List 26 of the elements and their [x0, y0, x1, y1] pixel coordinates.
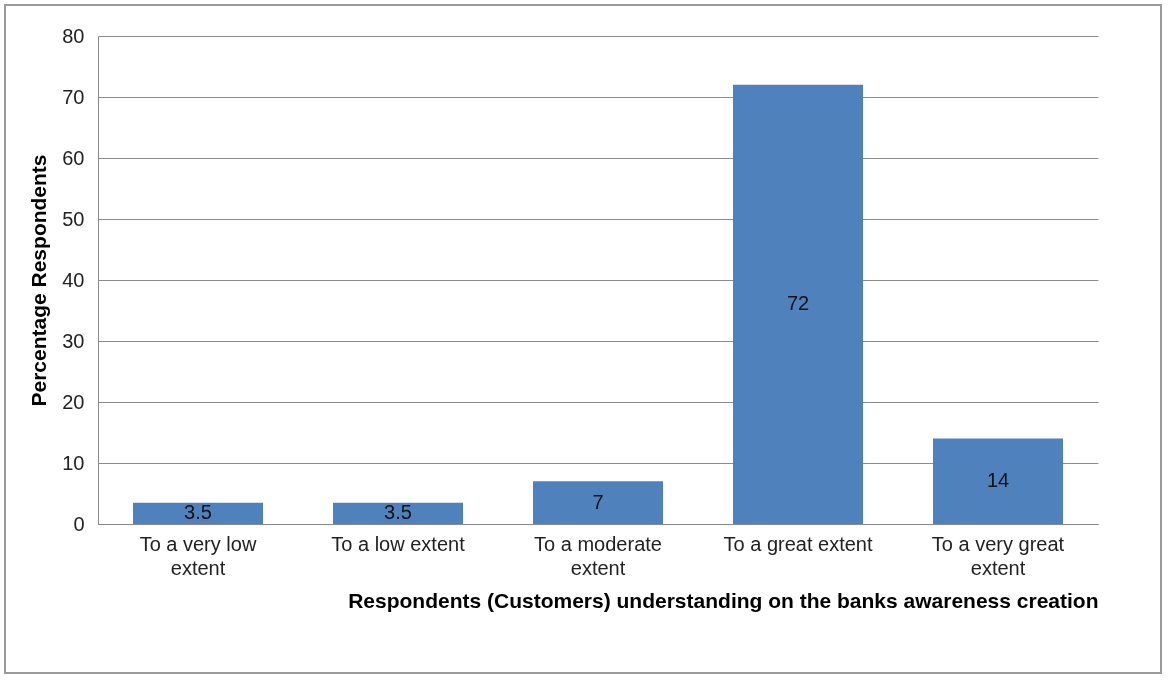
- y-tick-label: 80: [62, 24, 85, 47]
- x-tick-label: To a very low extent: [139, 532, 257, 579]
- y-axis-title: Percentage Respondents: [27, 154, 51, 407]
- bar: [933, 438, 1063, 524]
- y-tick-label: 30: [62, 329, 85, 352]
- data-label: 3.5: [384, 501, 412, 524]
- bar: [133, 502, 263, 524]
- x-tick-label: To a great extent: [723, 532, 873, 555]
- y-tick-label: 70: [62, 85, 85, 108]
- x-tick-label: To a moderate extent: [534, 532, 662, 579]
- bar: [733, 84, 863, 524]
- x-tick-label: To a very great extent: [931, 532, 1065, 579]
- y-tick-label: 0: [73, 512, 85, 535]
- data-label: 7: [592, 490, 604, 513]
- data-label: 14: [986, 469, 1010, 492]
- bar: [333, 502, 463, 524]
- data-label: 72: [786, 292, 810, 315]
- y-tick-label: 50: [62, 207, 85, 230]
- y-tick-label: 10: [62, 451, 85, 474]
- bar: [533, 481, 663, 524]
- data-label: 3.5: [184, 501, 212, 524]
- x-tick-label: To a low extent: [331, 532, 466, 555]
- y-tick-label: 20: [62, 390, 85, 413]
- y-tick-label: 60: [62, 146, 85, 169]
- x-axis-title: Respondents (Customers) understanding on the banks awareness creation: [348, 588, 1099, 612]
- y-tick-label: 40: [62, 268, 85, 291]
